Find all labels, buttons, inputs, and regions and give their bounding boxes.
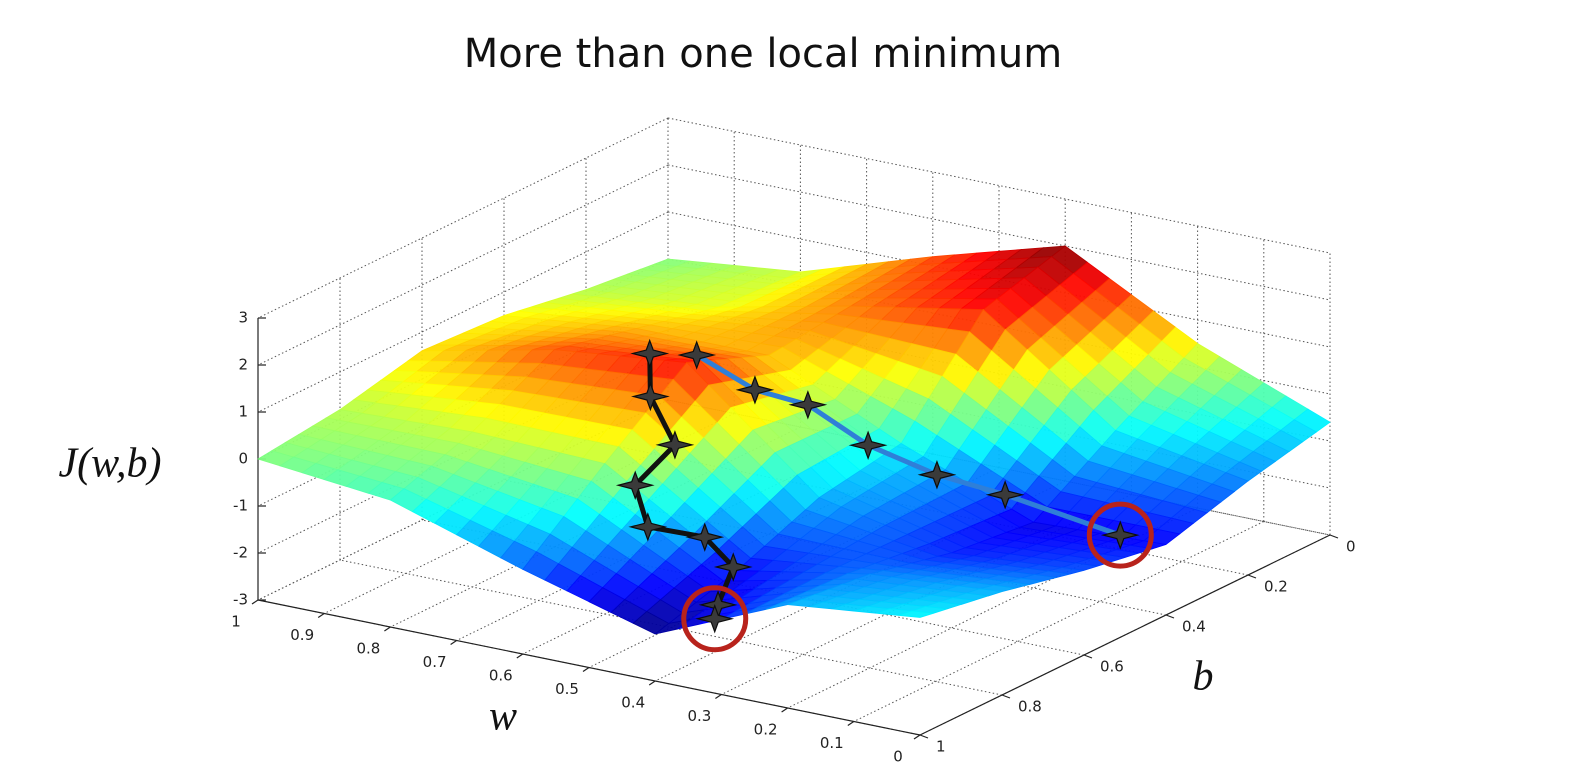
step-marker <box>788 390 828 420</box>
grid-line <box>257 164 669 366</box>
chart-title: More than one local minimum <box>464 31 1062 77</box>
tick-mark <box>1329 534 1339 539</box>
z-tick-label: -1 <box>233 497 248 515</box>
tick-mark <box>1247 574 1257 579</box>
z-tick-label: -3 <box>233 591 248 609</box>
y-axis-label: b <box>1193 654 1214 700</box>
tick-mark <box>384 626 391 632</box>
x-tick-label: 0.2 <box>754 721 778 739</box>
step-marker <box>917 460 957 490</box>
step-marker <box>713 552 753 582</box>
tick-mark <box>648 680 656 686</box>
grid-line <box>257 117 669 319</box>
z-tick-label: 0 <box>238 450 248 468</box>
tick-mark <box>913 734 921 740</box>
tick-mark <box>919 734 929 739</box>
step-marker <box>985 480 1025 510</box>
x-tick-label: 0.4 <box>621 694 645 712</box>
step-marker <box>631 381 670 412</box>
x-tick-label: 0.8 <box>356 640 380 658</box>
step-marker <box>695 603 735 634</box>
step-marker <box>630 338 670 369</box>
x-tick-label: 0.3 <box>687 707 711 725</box>
step-marker <box>615 470 655 500</box>
z-tick-label: -2 <box>233 544 248 562</box>
x-tick-label: 0.6 <box>489 667 513 685</box>
step-marker <box>677 340 717 370</box>
labels: More than one local minimum w b J(w,b) 0… <box>58 31 1355 766</box>
step-marker <box>685 522 725 552</box>
tick-mark <box>1165 614 1175 619</box>
minimum-highlight <box>1086 501 1154 569</box>
tick-mark <box>1083 654 1093 659</box>
grid-line <box>853 521 1265 722</box>
step-marker <box>848 430 888 460</box>
surface <box>257 245 1331 635</box>
step-marker <box>1100 520 1140 550</box>
grid-line <box>667 399 1331 536</box>
tick-mark <box>251 599 259 605</box>
y-axis-line <box>919 534 1331 736</box>
y-tick-label: 0.6 <box>1100 658 1124 676</box>
z-tick-label: 2 <box>238 356 248 374</box>
x-tick-label: 0 <box>893 748 903 766</box>
step-marker <box>628 512 668 542</box>
tick-mark <box>847 721 855 726</box>
x-tick-label: 0.9 <box>290 626 314 644</box>
x-tick-label: 0.1 <box>820 734 844 752</box>
z-tick-label: 1 <box>238 403 248 421</box>
y-tick-label: 0.8 <box>1018 698 1042 716</box>
x-tick-label: 0.7 <box>423 653 447 671</box>
grid-line <box>667 164 1331 301</box>
y-tick-label: 1 <box>936 738 946 756</box>
grid-line <box>339 559 1003 696</box>
tick-mark <box>317 613 325 618</box>
y-tick-label: 0.4 <box>1182 618 1206 636</box>
tick-mark <box>450 640 457 645</box>
tick-mark <box>1001 694 1011 699</box>
z-tick-label: 3 <box>238 309 248 327</box>
grid-line <box>257 211 669 413</box>
tick-mark <box>781 707 788 713</box>
z-axis-label: J(w,b) <box>58 441 161 487</box>
x-tick-label: 0.5 <box>555 680 579 698</box>
x-axis-label: w <box>489 694 517 740</box>
y-tick-label: 0.2 <box>1264 578 1288 596</box>
grid-line <box>667 211 1331 348</box>
y-tick-label: 0 <box>1346 538 1356 556</box>
grid-line <box>667 117 1331 254</box>
minimum-highlight <box>681 585 749 653</box>
x-tick-label: 1 <box>231 613 241 631</box>
step-marker <box>735 375 775 405</box>
descent-paths <box>615 338 1154 653</box>
surface-patch <box>897 610 934 618</box>
tick-mark <box>582 667 590 672</box>
grid-line <box>421 519 1085 656</box>
grid-line <box>503 479 1167 616</box>
tick-mark <box>715 694 722 699</box>
step-marker <box>655 430 695 460</box>
tick-mark <box>516 653 524 659</box>
